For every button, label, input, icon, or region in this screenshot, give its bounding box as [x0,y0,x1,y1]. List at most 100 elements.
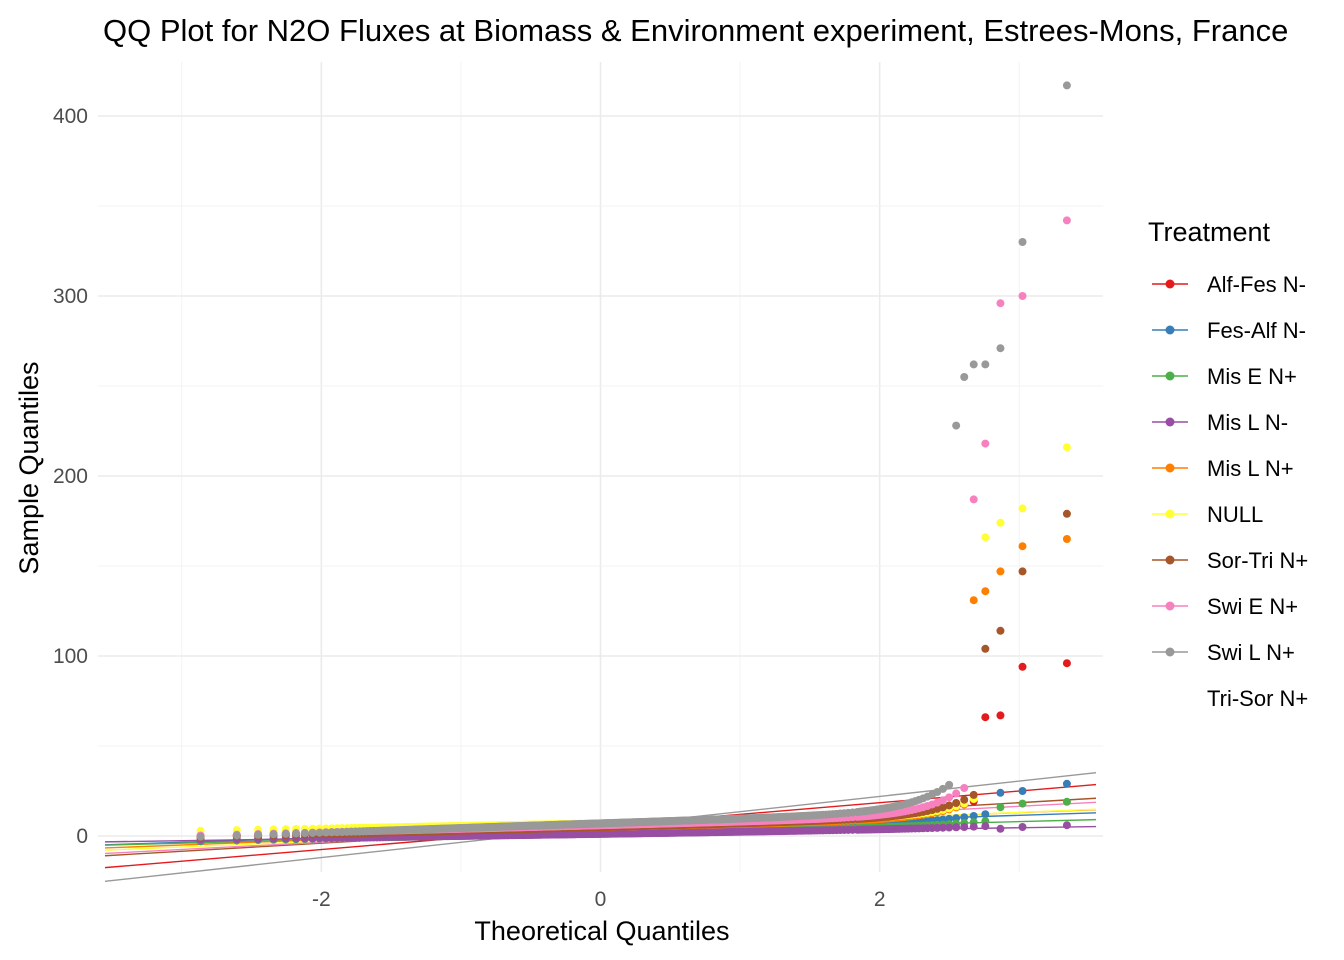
data-point [981,587,990,596]
y-tick-label: 100 [53,645,88,668]
chart-title: QQ Plot for N2O Fluxes at Biomass & Envi… [103,13,1288,48]
data-point [1062,443,1071,452]
legend-key-point [1165,463,1175,473]
y-axis-title: Sample Quantiles [14,361,44,574]
data-point [1062,535,1071,543]
legend-label: Fes-Alf N- [1207,318,1306,343]
y-tick-label: 200 [53,465,88,488]
legend-label: Mis E N+ [1207,364,1297,389]
legend-title: Treatment [1148,217,1271,247]
data-point [996,803,1005,812]
data-point [1018,823,1027,831]
data-point [981,439,990,448]
data-point [945,793,954,802]
legend-label: Mis L N+ [1207,456,1294,481]
legend-label: Alf-Fes N- [1207,272,1306,297]
data-point [981,810,990,819]
data-point [1018,504,1027,513]
legend-label: Swi E N+ [1207,594,1298,619]
legend-key-point [1165,371,1175,381]
data-point [969,811,978,820]
data-point [1018,238,1027,246]
data-point [960,813,969,822]
data-point [996,518,1005,527]
legend-items: Alf-Fes N- Fes-Alf N- Mis E N+ Mis L N- Mis … [1152,272,1308,711]
data-point [969,596,978,605]
data-point [254,830,263,839]
legend-item: Alf-Fes N- [1152,272,1306,297]
legend-key-point [1165,647,1175,657]
data-point [981,644,990,653]
legend-item: Fes-Alf N- [1152,318,1306,343]
x-axis-title: Theoretical Quantiles [474,916,729,946]
legend-item: Mis E N+ [1152,364,1297,389]
data-point [952,823,961,832]
legend-label: Swi L N+ [1207,640,1295,665]
data-point [232,831,241,840]
data-point [960,373,969,381]
data-point [1062,509,1071,518]
legend-label: Tri-Sor N+ [1207,686,1308,711]
data-point [938,823,947,832]
data-point [952,814,961,823]
x-axis-ticks: -2 0 2 [312,888,886,911]
legend-item: Tri-Sor N+ [1207,686,1308,711]
legend-key-point [1165,509,1175,519]
data-point [969,360,978,369]
data-point [969,790,978,799]
data-point [1062,659,1071,668]
data-point [969,495,978,504]
data-point [933,823,942,832]
plot-grid [98,62,1103,872]
x-tick-label: 0 [595,888,607,911]
legend: Treatment Alf-Fes N- Fes-Alf N- Mis E N+ Mi… [1148,217,1308,711]
data-point [1018,662,1027,671]
data-point [938,784,947,793]
y-tick-label: 400 [53,105,88,128]
data-point [996,299,1005,308]
y-tick-label: 0 [76,825,88,848]
x-tick-label: -2 [312,888,331,911]
data-point [1018,542,1027,551]
data-point [269,830,278,839]
data-point [960,784,969,793]
legend-label: NULL [1207,502,1263,527]
series-points [196,81,1071,841]
data-point [1062,81,1071,90]
data-point [321,828,330,837]
series-points [196,443,1071,835]
data-point [281,829,290,838]
data-point [981,822,990,831]
data-point [945,801,954,810]
x-tick-label: 2 [874,888,886,911]
legend-item: NULL [1152,502,1263,527]
data-point [960,822,969,831]
legend-key-point [1165,601,1175,611]
y-axis-ticks: 0 100 200 300 400 [53,105,88,848]
legend-item: Sor-Tri N+ [1152,548,1308,573]
legend-label: Sor-Tri N+ [1207,548,1308,573]
data-point [292,829,301,838]
data-point [945,823,954,832]
data-point [1062,821,1071,830]
data-point [996,824,1005,833]
data-points [196,81,1071,846]
data-point [1018,292,1027,300]
legend-key-point [1165,417,1175,427]
data-point [952,789,961,798]
data-point [996,344,1005,353]
data-point [945,780,954,789]
legend-key-point [1165,555,1175,565]
data-point [1018,787,1027,795]
data-point [981,360,990,369]
y-tick-label: 300 [53,285,88,308]
legend-label: Mis L N- [1207,410,1288,435]
data-point [952,421,961,430]
data-point [960,795,969,804]
legend-key-point [1165,325,1175,335]
legend-item: Mis L N- [1152,410,1288,435]
data-point [938,796,947,805]
data-point [952,799,961,808]
data-point [1062,779,1071,788]
